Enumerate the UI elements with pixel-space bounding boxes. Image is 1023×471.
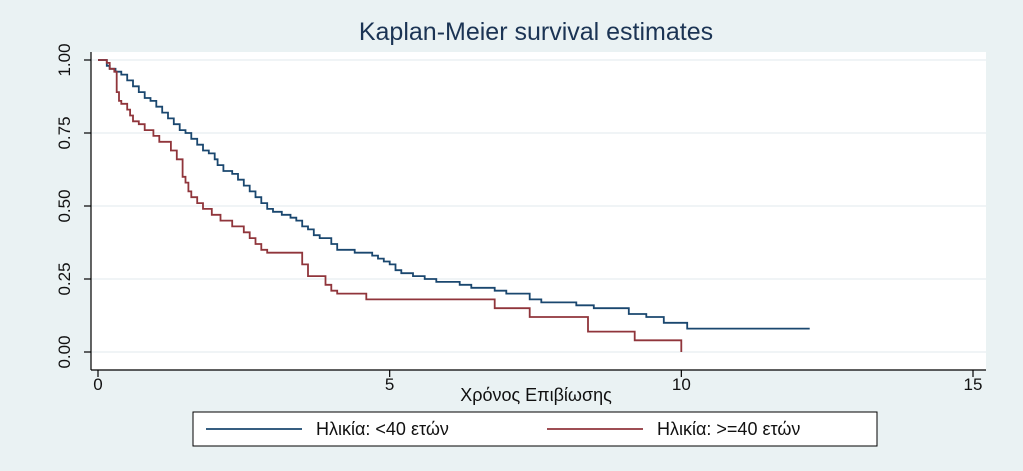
x-tick-label: 0 bbox=[93, 375, 102, 394]
y-tick-label: 0.00 bbox=[55, 335, 74, 368]
x-tick-label: 10 bbox=[672, 375, 691, 394]
survival-curve-1 bbox=[98, 59, 810, 330]
x-tick-label: 15 bbox=[964, 375, 983, 394]
chart-frame: Kaplan-Meier survival estimates 0.00 0.25… bbox=[6, 6, 1017, 465]
y-tick-label: 0.50 bbox=[55, 189, 74, 222]
y-tick-label: 0.75 bbox=[55, 116, 74, 149]
plot-area bbox=[91, 52, 986, 370]
legend-label-2: Ηλικία: >=40 ετών bbox=[657, 419, 800, 439]
x-tick-label: 5 bbox=[385, 375, 394, 394]
survival-curve-2 bbox=[98, 59, 683, 352]
legend: Ηλικία: <40 ετών Ηλικία: >=40 ετών bbox=[192, 411, 878, 447]
axes bbox=[90, 52, 986, 371]
y-tick-label: 1.00 bbox=[55, 43, 74, 76]
legend-label-1: Ηλικία: <40 ετών bbox=[316, 419, 449, 439]
x-axis-label: Χρόνος Επιβίωσης bbox=[460, 385, 612, 405]
legend-box bbox=[192, 411, 878, 447]
chart-title: Kaplan-Meier survival estimates bbox=[359, 18, 713, 46]
grid-lines bbox=[91, 59, 986, 353]
tick-group: 0.00 0.25 0.50 0.75 1.00 0 5 10 15 bbox=[55, 43, 982, 394]
y-tick-label: 0.25 bbox=[55, 262, 74, 295]
series-layer bbox=[98, 59, 810, 352]
km-chart: Kaplan-Meier survival estimates 0.00 0.25… bbox=[6, 6, 1017, 465]
